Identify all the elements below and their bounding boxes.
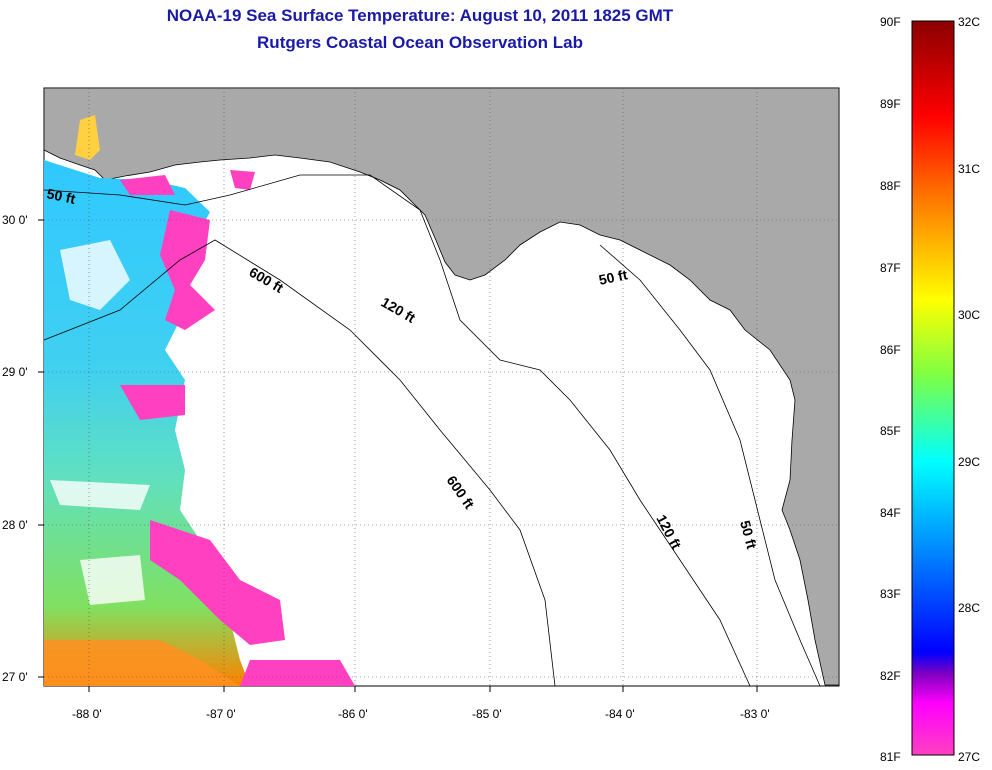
y-tick-label: 27 0' <box>2 670 28 684</box>
colorbar-label-f: 83F <box>880 587 901 601</box>
y-tick-label: 30 0' <box>2 213 28 227</box>
colorbar-label-f: 85F <box>880 424 901 438</box>
colorbar-label-f: 87F <box>880 261 901 275</box>
y-tick-label: 29 0' <box>2 365 28 379</box>
colorbar-label-c: 29C <box>958 455 981 469</box>
colorbar-label-f: 88F <box>880 179 901 193</box>
colorbar-label-c: 32C <box>958 15 981 29</box>
land-mass <box>43 87 840 686</box>
sst-swath <box>44 115 355 686</box>
colorbar-label-f: 82F <box>880 669 901 683</box>
colorbar-label-c: 27C <box>958 750 981 764</box>
contour-label-50ft-south: 50 ft <box>737 519 760 551</box>
colorbar-label-f: 86F <box>880 343 901 357</box>
x-tick-label: -83 0' <box>740 707 770 721</box>
grid <box>44 88 839 686</box>
colorbar-label-f: 90F <box>880 15 901 29</box>
colorbar-label-f: 81F <box>880 750 901 764</box>
contour-120ft <box>43 174 751 687</box>
contour-50ft <box>599 244 821 687</box>
contour-label-50ft-west: 50 ft <box>45 185 77 207</box>
x-tick-label: -88 0' <box>72 707 102 721</box>
x-tick-label: -87 0' <box>206 707 236 721</box>
map-subtitle: Rutgers Coastal Ocean Observation Lab <box>257 33 583 52</box>
colorbar-label-c: 31C <box>958 162 981 176</box>
x-tick-label: -86 0' <box>338 707 368 721</box>
colorbar-label-c: 28C <box>958 601 981 615</box>
map-title: NOAA-19 Sea Surface Temperature: August … <box>166 6 674 25</box>
bathymetry-contours <box>43 174 821 687</box>
colorbar <box>911 20 955 756</box>
x-tick-label: -84 0' <box>605 707 635 721</box>
colorbar-label-f: 89F <box>880 97 901 111</box>
contour-600ft <box>43 239 556 687</box>
colorbar-label-c: 30C <box>958 308 981 322</box>
y-tick-label: 28 0' <box>2 518 28 532</box>
axis-ticks <box>38 219 758 692</box>
colorbar-label-f: 84F <box>880 506 901 520</box>
contour-label-50ft-east: 50 ft <box>597 266 629 288</box>
x-tick-label: -85 0' <box>472 707 502 721</box>
